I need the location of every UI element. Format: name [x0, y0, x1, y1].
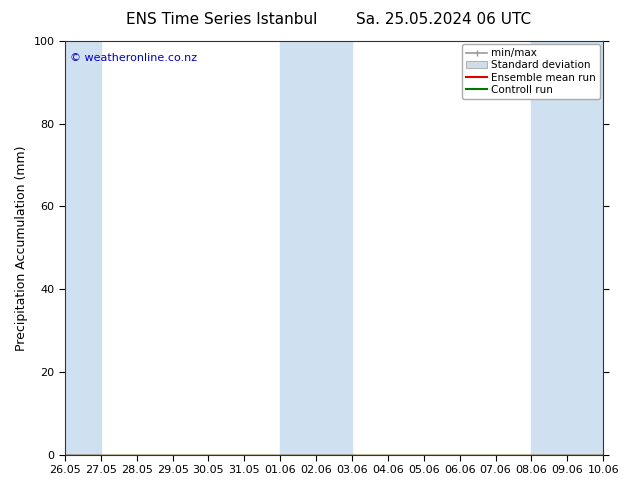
Y-axis label: Precipitation Accumulation (mm): Precipitation Accumulation (mm): [15, 145, 28, 350]
Bar: [280, 41, 352, 455]
Text: Sa. 25.05.2024 06 UTC: Sa. 25.05.2024 06 UTC: [356, 12, 531, 27]
Text: © weatheronline.co.nz: © weatheronline.co.nz: [70, 53, 197, 64]
Legend: min/max, Standard deviation, Ensemble mean run, Controll run: min/max, Standard deviation, Ensemble me…: [462, 44, 600, 99]
Text: ENS Time Series Istanbul: ENS Time Series Istanbul: [126, 12, 318, 27]
Bar: [531, 41, 603, 455]
Bar: [65, 41, 101, 455]
